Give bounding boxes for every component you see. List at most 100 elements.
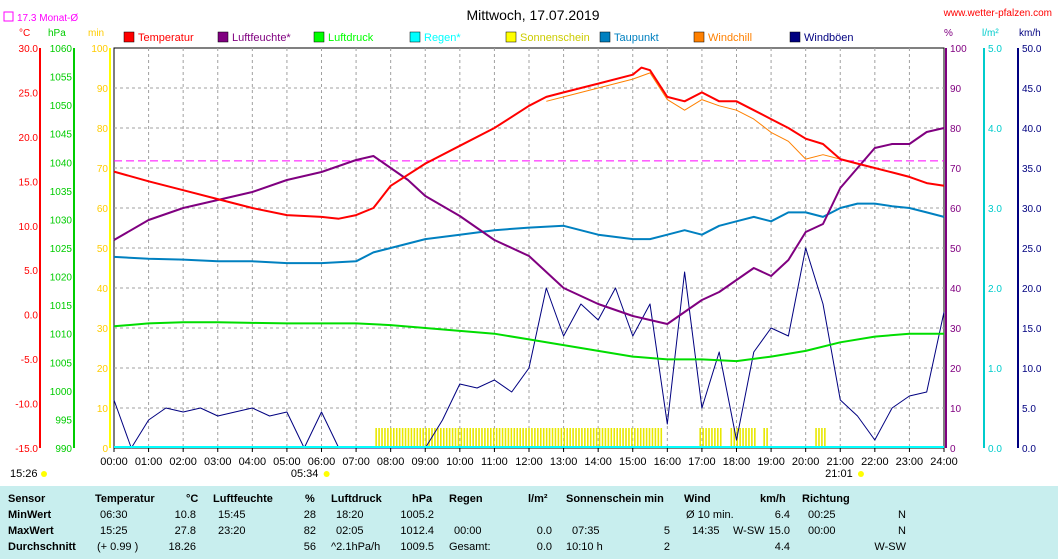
x-tick-label: 22:00: [861, 456, 889, 468]
hum-head: Luftfeuchte: [213, 493, 273, 505]
minutes-tick-label: 60: [97, 204, 109, 215]
legend-swatch: [313, 31, 325, 43]
month-avg-icon: [3, 11, 14, 22]
month-avg-label: 17.3 Monat-Ø: [17, 13, 78, 24]
rain-avg: 0.0: [536, 541, 552, 553]
rain-max-time: 00:00: [454, 525, 482, 537]
x-tick-label: 11:00: [481, 456, 508, 468]
x-tick-label: 19:00: [757, 456, 785, 468]
dir-head: Richtung: [802, 493, 850, 505]
sunrise-label: 05:34: [291, 468, 319, 480]
dir-avg: W-SW: [874, 541, 906, 553]
rain-tick-label: 3.0: [988, 204, 1002, 215]
x-tick-label: 10:00: [446, 456, 474, 468]
sunset-icon: [857, 471, 864, 477]
stats-table: Sensor MinWert MaxWert Durchschnitt Temp…: [0, 486, 1058, 559]
press-unit: hPa: [412, 493, 433, 505]
temperature-tick-label: 10.0: [19, 222, 39, 233]
legend-label: Sonnenschein: [520, 32, 590, 44]
source-label[interactable]: www.wetter-pfalzen.com: [943, 8, 1052, 19]
percent-tick-label: 60: [950, 204, 962, 215]
sunrise-icon: [323, 471, 330, 477]
legend-swatch: [217, 31, 229, 43]
temp-unit: °C: [186, 493, 199, 505]
rain-tick-label: 0.0: [988, 444, 1002, 455]
x-tick-label: 21:00: [826, 456, 854, 468]
wind-tick-label: 10.0: [1022, 364, 1042, 375]
percent-tick-label: 100: [950, 44, 967, 55]
wind-min-time: Ø 10 min.: [686, 509, 734, 521]
x-tick-label: 02:00: [169, 456, 197, 468]
wind-tick-label: 20.0: [1022, 284, 1042, 295]
sun-max: 5: [663, 525, 670, 537]
temperature-tick-label: 0.0: [24, 311, 38, 322]
pressure-tick-label: 1035: [50, 187, 73, 198]
unit-minutes: min: [88, 28, 104, 39]
temp-min-time: 06:30: [100, 509, 128, 521]
chart-title: Mittwoch, 17.07.2019: [466, 7, 599, 23]
unit-temp: °C: [19, 28, 30, 39]
percent-tick-label: 10: [950, 404, 962, 415]
press-head: Luftdruck: [331, 493, 382, 505]
wind-tick-label: 25.0: [1022, 244, 1042, 255]
wind-head: Wind: [684, 493, 711, 505]
sun-head: Sonnenschein min: [566, 493, 664, 505]
rain-avg-note: Gesamt:: [449, 541, 491, 553]
x-tick-label: 09:00: [411, 456, 439, 468]
percent-tick-label: 40: [950, 284, 962, 295]
sun-avg-note: 10:10 h: [566, 541, 603, 553]
press-min-time: 18:20: [336, 509, 364, 521]
unit-pressure: hPa: [48, 28, 66, 39]
series-line-luftfeuchte: [113, 127, 945, 325]
x-tick-label: 20:00: [792, 456, 820, 468]
series-line-windben: [113, 247, 945, 449]
x-tick-label: 05:00: [273, 456, 301, 468]
minutes-tick-label: 50: [97, 244, 109, 255]
temp-head: Temperatur: [95, 493, 155, 505]
pressure-tick-label: 995: [55, 415, 72, 426]
unit-rain: l/m²: [982, 28, 999, 39]
wind-tick-label: 40.0: [1022, 124, 1042, 135]
temperature-tick-label: 5.0: [24, 266, 38, 277]
wind-avg: 4.4: [774, 541, 790, 553]
x-tick-label: 24:00: [930, 456, 958, 468]
legend-label: Luftfeuchte*: [232, 32, 291, 44]
legend-swatch: [123, 31, 135, 43]
minutes-tick-label: 0: [102, 444, 108, 455]
rain-tick-label: 5.0: [988, 44, 1002, 55]
x-tick-label: 00:00: [100, 456, 128, 468]
row-label-avg: Durchschnitt: [8, 541, 76, 553]
percent-tick-label: 30: [950, 324, 962, 335]
row-label-max: MaxWert: [8, 525, 54, 537]
sun-avg: 2: [663, 541, 670, 553]
pressure-tick-label: 1010: [50, 330, 73, 341]
temperature-tick-label: -10.0: [15, 400, 38, 411]
pressure-tick-label: 1050: [50, 101, 73, 112]
x-tick-label: 12:00: [515, 456, 543, 468]
series-line-temperatur: [113, 66, 945, 220]
legend-swatch: [409, 31, 421, 43]
legend-label: Luftdruck: [328, 32, 374, 44]
temperature-tick-label: 15.0: [19, 177, 39, 188]
hum-min: 28: [303, 509, 316, 521]
pressure-tick-label: 990: [55, 444, 72, 455]
legend: Temperatur Luftfeuchte* Luftdruck Regen* Son…: [123, 31, 854, 44]
wind-max: 15.0: [768, 525, 790, 537]
y-axes: 30.0 25.0 20.0 15.0 10.0 5.0 0.0 -5.0 -10.0 -15.0…: [15, 44, 1042, 455]
pressure-tick-label: 1000: [50, 387, 73, 398]
current-time-sun-icon: [41, 471, 47, 477]
percent-tick-label: 50: [950, 244, 962, 255]
unit-wind: km/h: [1019, 28, 1041, 39]
hum-unit: %: [305, 493, 315, 505]
temperature-tick-label: -15.0: [15, 444, 38, 455]
wind-max-dir: W-SW: [733, 525, 765, 537]
dir-min-time: 00:25: [808, 509, 836, 521]
press-min: 1005.2: [400, 509, 434, 521]
x-tick-label: 01:00: [135, 456, 163, 468]
press-avg-note: ^2.1hPa/h: [331, 541, 381, 553]
press-max-time: 02:05: [336, 525, 364, 537]
wind-tick-label: 0.0: [1022, 444, 1036, 455]
wind-min: 6.4: [774, 509, 790, 521]
percent-tick-label: 70: [950, 164, 962, 175]
x-tick-label: 08:00: [377, 456, 405, 468]
